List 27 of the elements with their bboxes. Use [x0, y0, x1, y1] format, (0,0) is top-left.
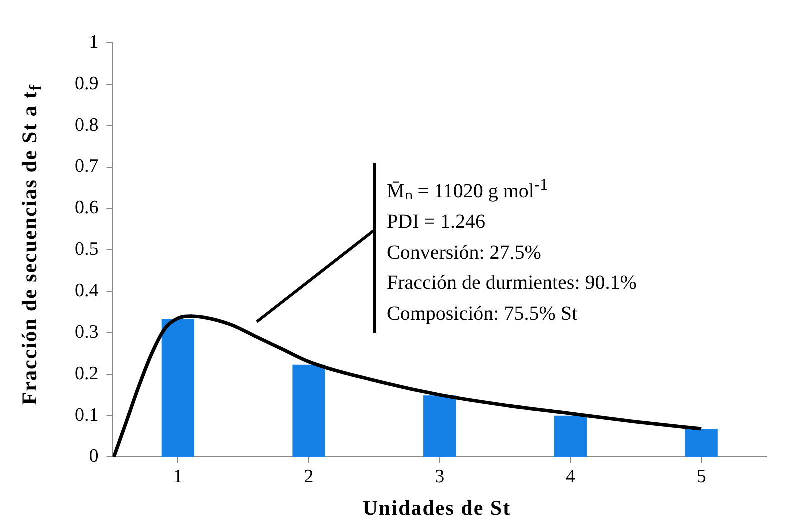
y-tick-label: 0.8: [75, 114, 99, 136]
bar: [292, 364, 326, 458]
annotation: M̄ₙ = 11020 g mol$^{-1}$: [387, 174, 550, 205]
x-tick-label: 4: [566, 466, 576, 488]
y-tick-label: 0.9: [75, 73, 99, 94]
x-tick-label: 2: [304, 466, 314, 488]
y-tick-label: 0.7: [75, 156, 99, 178]
x-tick-label: 1: [173, 466, 183, 488]
bar: [162, 318, 195, 458]
bar: [685, 430, 718, 458]
y-tick-label: 0.3: [75, 322, 99, 343]
y-tick-label: 0: [89, 446, 99, 468]
annotation: Conversión: 27.5%: [387, 240, 542, 266]
bar: [554, 416, 588, 458]
y-tick-label: 0.1: [75, 404, 99, 426]
x-tick-label: 5: [696, 466, 706, 488]
y-tick-label: 0.2: [75, 363, 99, 384]
y-tick-label: 1: [89, 32, 99, 53]
annotation: Composición: 75.5% St: [387, 302, 579, 327]
x-tick-label: 3: [435, 466, 445, 488]
annotation: Fracción de durmientes: 90.1%: [387, 271, 637, 296]
bar: [424, 396, 456, 458]
y-tick-label: 0.4: [75, 280, 100, 302]
y-tick-label: 0.5: [75, 239, 99, 260]
y-tick-label: 0.6: [75, 198, 99, 219]
annotation: PDI = 1.246: [387, 210, 487, 236]
x-axis-title: Unidades de St: [362, 496, 512, 521]
